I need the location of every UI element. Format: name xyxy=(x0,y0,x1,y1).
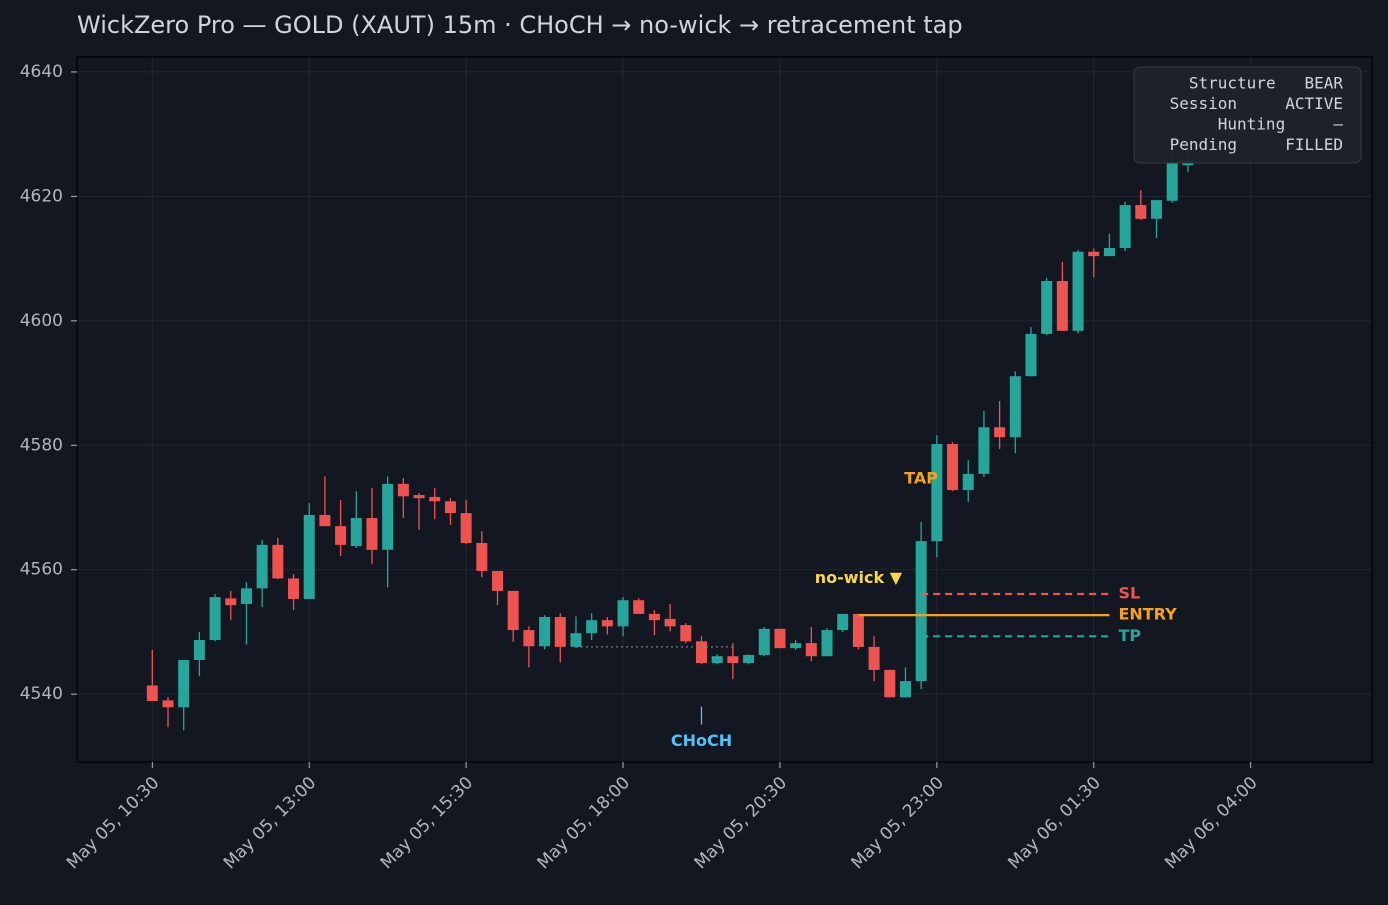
candle-body xyxy=(664,618,676,627)
candle-body xyxy=(1072,251,1084,331)
annotation: TAP xyxy=(904,468,938,487)
candle-body xyxy=(711,656,723,664)
candle-body xyxy=(994,427,1006,438)
candle-body xyxy=(507,590,519,631)
annotation: no-wick ▼ xyxy=(815,568,903,587)
candle-body xyxy=(978,427,990,474)
y-tick-label: 4580 xyxy=(20,435,63,455)
candle-body xyxy=(178,659,190,708)
candle-body xyxy=(633,600,645,614)
candle-body xyxy=(884,669,896,698)
candle-body xyxy=(852,613,864,647)
candle-body xyxy=(319,514,331,527)
candle-body xyxy=(899,681,911,698)
candle-body xyxy=(758,628,770,655)
plot-frame xyxy=(76,56,1373,763)
candle-body xyxy=(335,526,347,545)
y-tick-label: 4560 xyxy=(20,560,63,580)
y-tick-label: 4620 xyxy=(20,186,63,206)
candle-body xyxy=(429,496,441,502)
status-box-frame xyxy=(1133,66,1362,164)
candle-body xyxy=(1088,251,1100,257)
candle-body xyxy=(350,518,362,547)
candle-body xyxy=(570,633,582,647)
y-tick-label: 4600 xyxy=(20,311,63,331)
status-line: Hunting – xyxy=(1218,115,1344,134)
candle-body xyxy=(539,617,551,647)
candle-body xyxy=(1009,376,1021,438)
candle-body xyxy=(460,513,472,543)
candle-body xyxy=(382,483,394,550)
candle-body xyxy=(868,646,880,670)
candle-body xyxy=(648,613,660,621)
candle-body xyxy=(1119,205,1131,249)
candle-body xyxy=(225,598,237,606)
candle-body xyxy=(774,628,786,649)
level-label: ENTRY xyxy=(1118,605,1177,624)
level-label: SL xyxy=(1118,583,1140,602)
candle-body xyxy=(586,620,598,634)
candle-body xyxy=(1103,248,1115,257)
candle-body xyxy=(1151,200,1163,219)
candle-body xyxy=(272,544,284,579)
candle-body xyxy=(680,625,692,642)
candle-body xyxy=(240,588,252,604)
candle-body xyxy=(1041,281,1053,334)
candle-body xyxy=(209,597,221,641)
candle-body xyxy=(288,578,300,599)
candle-body xyxy=(523,630,535,647)
candle-body xyxy=(193,640,205,660)
candle-body xyxy=(1135,205,1147,219)
candle-body xyxy=(931,444,943,542)
candle-body xyxy=(821,630,833,657)
candle-body xyxy=(1025,333,1037,377)
candle-body xyxy=(492,570,504,591)
candle-body xyxy=(162,700,174,708)
candle-body xyxy=(695,641,707,664)
level-label: TP xyxy=(1118,626,1141,645)
status-line: Session ACTIVE xyxy=(1170,94,1343,113)
status-line: Pending FILLED xyxy=(1170,135,1343,154)
candle-body xyxy=(476,542,488,571)
candle-body xyxy=(947,444,959,491)
candle-body xyxy=(617,600,629,627)
candle-body xyxy=(397,483,409,497)
candle-body xyxy=(837,613,849,631)
candle-body xyxy=(146,685,158,702)
chart-title: WickZero Pro — GOLD (XAUT) 15m · CHoCH →… xyxy=(77,11,963,39)
candle-body xyxy=(962,473,974,491)
candle-body xyxy=(915,541,927,682)
candle-body xyxy=(805,643,817,657)
candle-body xyxy=(601,620,613,627)
candle-body xyxy=(256,544,268,589)
candle-body xyxy=(413,495,425,499)
plot: SL ENTRY TP CHoCH no-wick ▼ TAP xyxy=(146,146,1194,750)
annotation: CHoCH xyxy=(671,731,732,750)
status-line: Structure BEAR xyxy=(1189,74,1343,93)
candle-body xyxy=(727,656,739,664)
y-tick-label: 4640 xyxy=(20,62,63,82)
candle-body xyxy=(303,514,315,599)
candle-body xyxy=(366,518,378,550)
candle-body xyxy=(790,643,802,649)
candle-body xyxy=(554,617,566,647)
candle-body xyxy=(1056,281,1068,331)
y-tick-label: 4540 xyxy=(20,684,63,704)
candle-body xyxy=(444,501,456,514)
candle-body xyxy=(1166,161,1178,201)
candle-body xyxy=(743,654,755,664)
